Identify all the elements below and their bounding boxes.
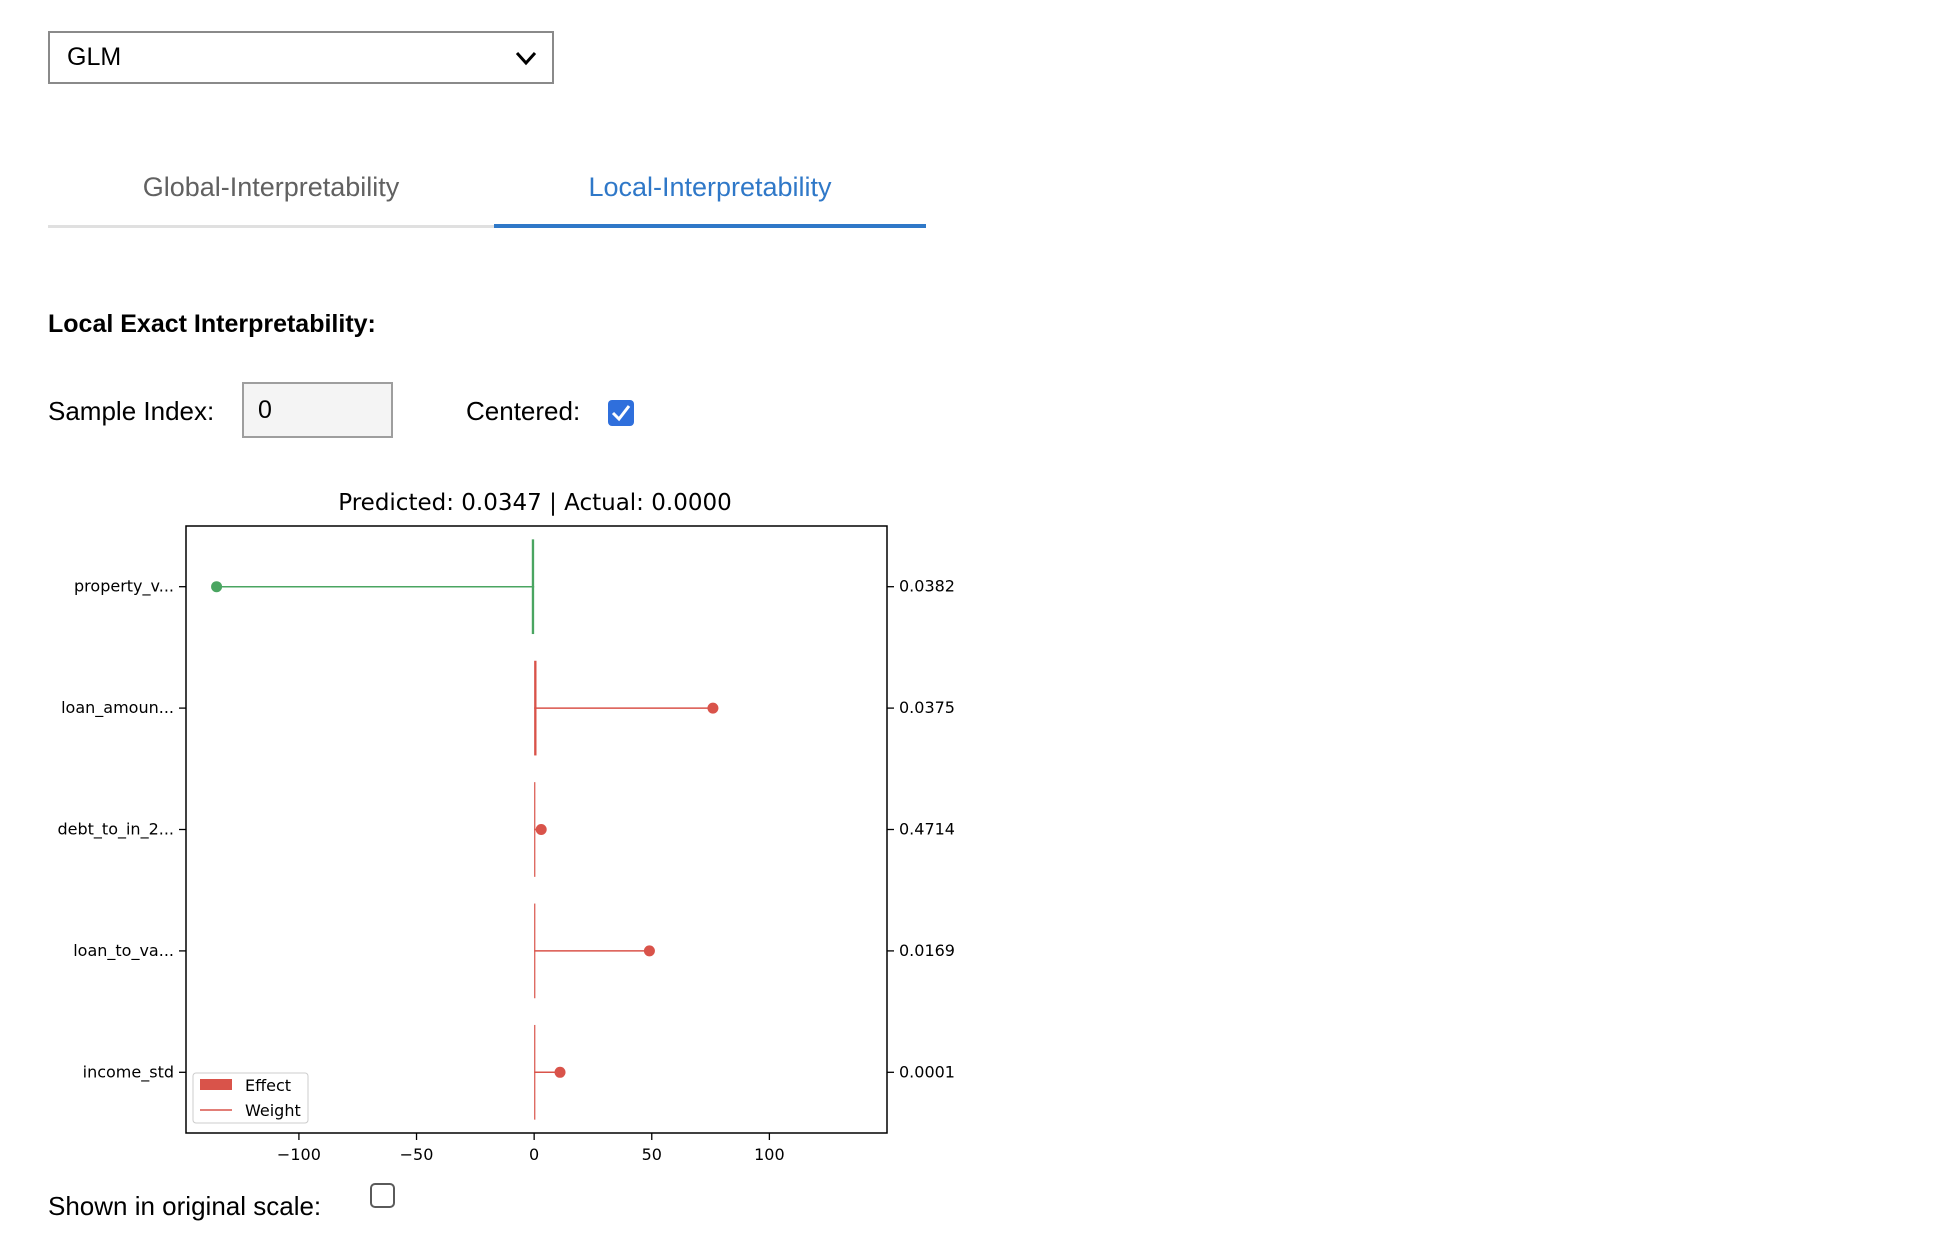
legend-effect-label: Effect bbox=[245, 1076, 291, 1095]
tab-local-interpretability[interactable]: Local-Interpretability bbox=[588, 172, 832, 202]
checkmark-icon bbox=[611, 405, 631, 422]
plot-frame bbox=[185, 525, 888, 1134]
right-value-label: 0.0169 bbox=[899, 941, 955, 960]
weight-marker bbox=[535, 824, 547, 835]
right-value-label: 0.0375 bbox=[899, 698, 955, 717]
sample-index-input[interactable] bbox=[242, 382, 393, 438]
right-value-label: 0.0001 bbox=[899, 1062, 955, 1081]
original-scale-checkbox[interactable] bbox=[370, 1183, 395, 1208]
model-select-value: GLM bbox=[67, 43, 122, 71]
x-tick-label: −100 bbox=[277, 1145, 321, 1160]
weight-marker bbox=[707, 702, 719, 714]
tab-strip-line bbox=[48, 225, 926, 228]
section-title: Local Exact Interpretability: bbox=[48, 310, 376, 338]
model-select[interactable]: GLM bbox=[48, 31, 554, 84]
feature-label: property_v... bbox=[74, 577, 174, 597]
centered-label: Centered: bbox=[466, 396, 581, 426]
chevron-down-icon bbox=[515, 51, 537, 65]
sample-index-label: Sample Index: bbox=[48, 396, 215, 426]
legend-effect-swatch bbox=[200, 1079, 232, 1090]
feature-label: income_std bbox=[83, 1062, 174, 1082]
weight-marker bbox=[211, 581, 223, 593]
right-value-label: 0.4714 bbox=[899, 820, 955, 839]
feature-label: debt_to_in_2... bbox=[57, 820, 174, 840]
x-tick-label: −50 bbox=[400, 1145, 434, 1160]
weight-marker bbox=[554, 1066, 566, 1078]
chart-legend: Effect Weight bbox=[192, 1072, 309, 1124]
weight-marker bbox=[643, 945, 655, 957]
x-tick-label: 100 bbox=[754, 1145, 785, 1160]
feature-label: loan_amoun... bbox=[61, 698, 174, 718]
legend-weight-label: Weight bbox=[245, 1101, 301, 1120]
tab-global-interpretability[interactable]: Global-Interpretability bbox=[142, 172, 400, 202]
x-tick-label: 50 bbox=[642, 1145, 662, 1160]
feature-label: loan_to_va... bbox=[73, 941, 174, 961]
right-value-label: 0.0382 bbox=[899, 577, 955, 596]
x-tick-label: 0 bbox=[529, 1145, 539, 1160]
original-scale-label: Shown in original scale: bbox=[48, 1191, 322, 1221]
local-interpretability-chart: Predicted: 0.0347 | Actual: 0.0000 −100 −… bbox=[57, 490, 955, 1160]
chart-title: Predicted: 0.0347 | Actual: 0.0000 bbox=[338, 490, 731, 516]
interpretability-tabs: Global-Interpretability Local-Interpreta… bbox=[48, 150, 926, 228]
centered-checkbox[interactable] bbox=[608, 400, 634, 426]
active-tab-indicator bbox=[494, 224, 926, 228]
